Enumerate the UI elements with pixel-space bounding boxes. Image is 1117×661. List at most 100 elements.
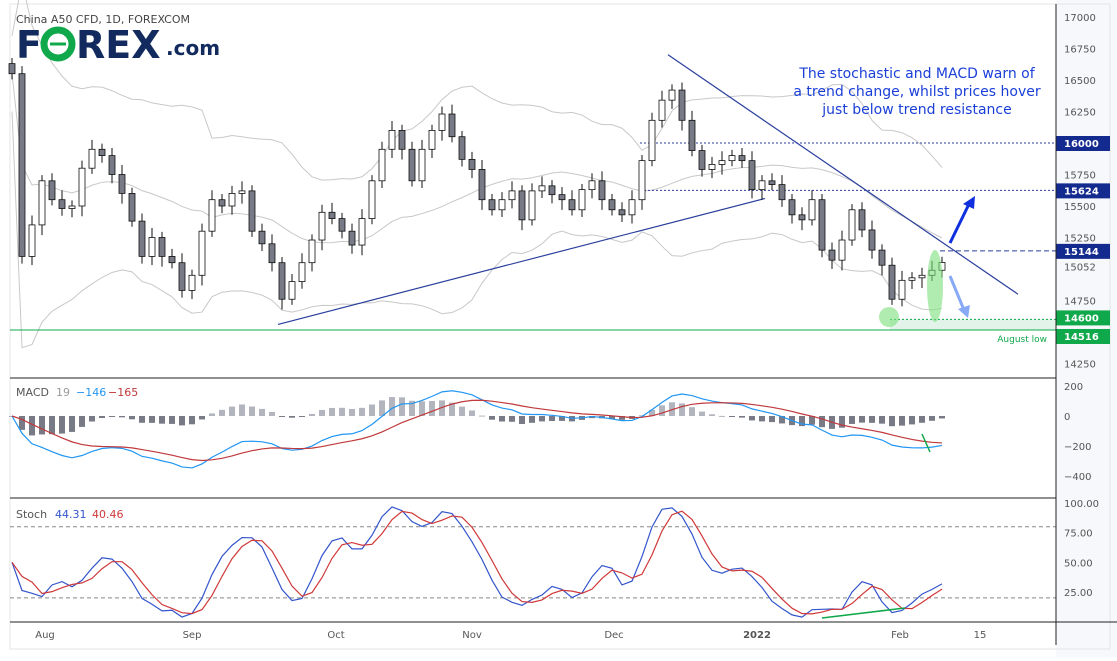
macd-histogram-bar — [909, 416, 915, 425]
candle — [878, 249, 886, 266]
macd-histogram-bar — [279, 416, 285, 417]
macd-histogram-bar — [749, 416, 755, 421]
price-tag-label: 15144 — [1064, 247, 1099, 258]
price-tag-14516 — [1056, 328, 1110, 344]
macd-histogram-bar — [729, 416, 735, 417]
macd-axis-tick: −200 — [1064, 442, 1091, 453]
candle — [148, 237, 156, 257]
macd-histogram-bar — [509, 416, 515, 422]
candle — [128, 192, 136, 222]
candle — [268, 243, 276, 264]
macd-histogram-bar — [249, 406, 255, 416]
candle — [368, 180, 376, 220]
candle — [568, 199, 576, 211]
candle — [918, 274, 926, 279]
bollinger-lower-band — [11, 111, 943, 349]
macd-histogram-bar — [289, 416, 295, 418]
candle — [698, 150, 706, 170]
stoch-axis-tick: 75.00 — [1064, 529, 1093, 540]
candle — [888, 264, 896, 300]
candle — [688, 119, 696, 151]
macd-histogram-bar — [879, 416, 885, 424]
candle — [858, 209, 866, 231]
time-axis-tick: Aug — [35, 630, 55, 641]
candle — [658, 99, 666, 121]
macd-histogram-bar — [499, 416, 505, 422]
candle — [388, 129, 396, 150]
candle — [78, 167, 86, 207]
candle — [38, 180, 46, 226]
price-axis-tick: 16750 — [1064, 45, 1096, 56]
candle — [598, 180, 606, 201]
candle — [838, 239, 846, 261]
down-arrow-icon — [948, 275, 966, 311]
macd-histogram-bar — [429, 401, 435, 416]
macd-histogram-bar — [539, 416, 545, 422]
macd-histogram-bar — [849, 416, 855, 424]
candle — [618, 209, 626, 216]
candle — [768, 180, 776, 185]
macd-legend: MACD 19 −146 −165 — [16, 386, 138, 399]
macd-histogram-bar — [529, 416, 535, 423]
macd-histogram-bar — [659, 405, 665, 416]
candle — [868, 229, 876, 251]
macd-histogram-bar — [799, 416, 805, 427]
candle — [798, 214, 806, 221]
candle — [438, 113, 446, 131]
macd-histogram-bar — [349, 408, 355, 416]
macd-histogram-bar — [49, 416, 55, 435]
macd-histogram-bar — [859, 416, 865, 423]
candle — [188, 274, 196, 291]
macd-histogram-bar — [219, 409, 225, 416]
candle — [668, 89, 676, 101]
candle — [718, 160, 726, 165]
annotation-text: The stochastic and MACD warn of a trend … — [793, 66, 1040, 118]
candle — [648, 119, 656, 162]
candle — [468, 158, 476, 170]
macd-histogram-bar — [179, 416, 185, 426]
svg-text:just below trend resistance: just below trend resistance — [821, 102, 1011, 118]
candle — [158, 237, 166, 257]
candle — [788, 199, 796, 216]
candle — [238, 190, 246, 194]
candle — [558, 194, 566, 201]
candle — [408, 148, 416, 182]
macd-histogram-bar — [379, 400, 385, 416]
time-axis-tick: 2022 — [743, 630, 771, 641]
candle — [638, 160, 646, 201]
candle — [898, 279, 906, 300]
price-axis-tick: 16250 — [1064, 108, 1096, 119]
price-tag-label: 14516 — [1064, 332, 1099, 343]
macd-histogram-bar — [439, 400, 445, 416]
august-low-label: August low — [997, 335, 1047, 345]
macd-histogram-bar — [609, 416, 615, 420]
candle — [608, 199, 616, 211]
highlight-ellipse — [927, 250, 943, 322]
candle — [498, 199, 506, 211]
macd-signal-line — [11, 399, 943, 462]
candle — [68, 205, 76, 209]
svg-text:−146: −146 — [76, 386, 106, 399]
candle — [818, 199, 826, 251]
macd-histogram-bar — [59, 416, 65, 434]
macd-histogram-bar — [619, 416, 625, 420]
candle — [18, 73, 26, 257]
price-axis-tick: 15750 — [1064, 171, 1096, 182]
macd-histogram-bar — [929, 416, 935, 421]
macd-histogram-bar — [39, 416, 45, 435]
stoch-k-line — [11, 506, 943, 618]
candle — [168, 255, 176, 264]
stoch-axis-tick: 25.00 — [1064, 588, 1093, 599]
candle — [848, 209, 856, 241]
macd-histogram-bar — [679, 403, 685, 416]
macd-histogram-bar — [369, 404, 375, 416]
macd-histogram-bar — [19, 416, 25, 430]
candle — [258, 230, 266, 245]
macd-histogram-bar — [459, 406, 465, 416]
macd-histogram-bar — [239, 404, 245, 416]
time-axis-tick: Oct — [327, 630, 344, 641]
macd-histogram-bar — [189, 416, 195, 425]
candle — [298, 262, 306, 283]
svg-text:44.31: 44.31 — [55, 508, 87, 521]
